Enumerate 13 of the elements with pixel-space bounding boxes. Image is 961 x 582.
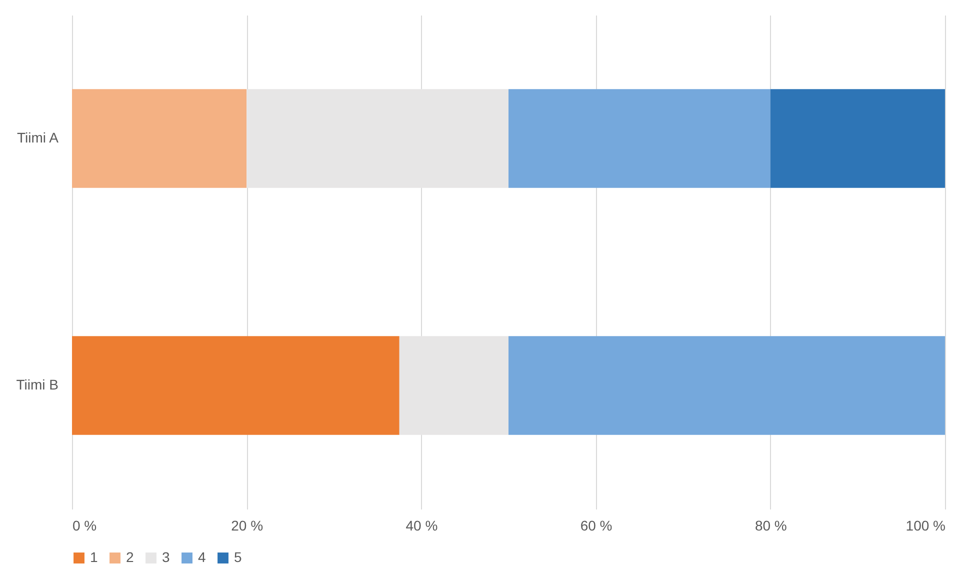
x-tick-label: 0 % — [72, 518, 97, 534]
legend-label: 4 — [198, 549, 206, 565]
legend-label: 5 — [234, 549, 242, 565]
y-tick-label: Tiimi A — [17, 130, 60, 146]
x-tick-label: 40 % — [406, 518, 438, 534]
x-tick-label: 20 % — [231, 518, 264, 534]
legend-label: 3 — [162, 549, 170, 565]
legend-label: 2 — [126, 549, 134, 565]
x-tick-label: 100 % — [906, 518, 946, 534]
y-tick-label: Tiimi B — [16, 376, 58, 392]
legend-label: 1 — [90, 549, 98, 565]
x-tick-label: 80 % — [754, 518, 787, 534]
x-tick-label: 60 % — [580, 518, 612, 534]
